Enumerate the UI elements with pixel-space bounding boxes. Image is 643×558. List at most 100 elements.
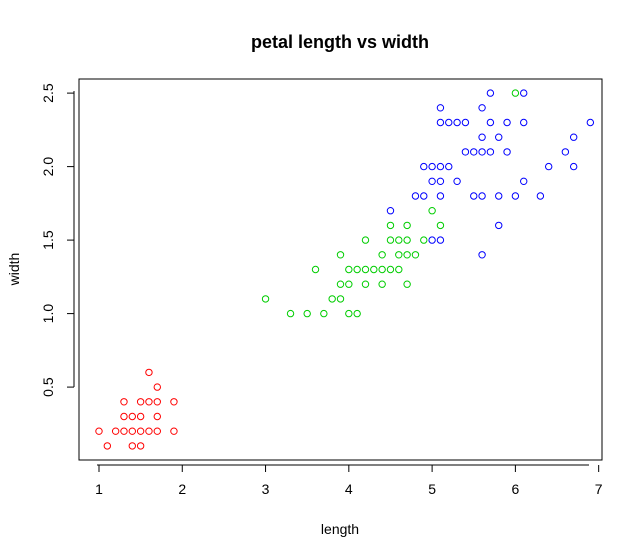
data-point [428,162,436,171]
data-point [478,192,486,200]
data-point [311,265,320,274]
data-point [411,251,420,259]
data-point [436,177,445,186]
x-tick-label: 4 [345,481,353,497]
data-point [345,280,353,288]
data-point [153,412,161,421]
data-point [136,442,145,450]
data-point [486,89,495,97]
data-point [445,162,453,171]
data-point [361,280,370,288]
data-point [545,162,553,171]
data-point [103,442,112,450]
data-point [478,104,486,112]
y-tick-label: 2.0 [40,157,56,177]
x-tick-label: 2 [178,481,186,497]
data-point [286,309,295,318]
y-tick-label: 1.5 [40,230,56,250]
chart-title: petal length vs width [251,32,429,52]
data-point [520,89,528,97]
data-point [420,236,428,244]
data-point [336,295,345,303]
data-point [586,118,595,127]
data-point [395,236,403,244]
data-point [486,148,495,156]
data-point [436,104,445,112]
data-point [445,118,453,127]
data-point [145,398,153,406]
data-point [403,251,411,259]
data-point [495,192,503,200]
data-point [361,236,370,244]
y-tick-label: 1.0 [40,304,56,324]
x-tick-label: 1 [95,481,103,497]
data-point [328,295,336,303]
data-point [420,162,428,171]
data-point [436,118,445,127]
data-point [370,265,378,274]
x-tick-label: 7 [595,481,603,497]
x-axis: 1 2 3 4 5 6 7 [95,464,603,497]
data-point [478,148,486,156]
data-point [395,265,403,274]
data-point [386,236,395,244]
data-point [495,221,503,230]
data-point [411,192,420,200]
data-point [120,427,128,435]
data-point [361,265,370,274]
data-point [353,265,361,274]
data-point [136,398,145,406]
data-point [511,89,520,97]
data-point [461,118,470,127]
data-point [153,398,161,406]
data-point [386,265,395,274]
data-point [478,133,486,141]
plot-frame [78,78,603,461]
data-point [495,133,503,141]
data-point [420,192,428,200]
data-point [569,133,578,141]
data-point [320,309,328,318]
data-point [403,236,411,244]
data-point [336,280,345,288]
data-point [386,207,395,215]
data-point [428,207,436,215]
data-point [470,192,478,200]
y-tick-label: 0.5 [40,377,56,397]
data-point [378,265,386,274]
data-point [428,177,436,186]
data-point [353,309,361,318]
data-point [128,427,136,435]
data-point [436,236,445,244]
data-point [386,221,395,230]
data-point [503,118,511,127]
data-point [153,383,161,391]
data-point [128,442,136,450]
data-point [486,118,495,127]
x-tick-label: 6 [511,481,519,497]
data-point [453,118,461,127]
data-point [145,427,153,435]
points-layer [95,89,595,450]
y-axis: 0.5 1.0 1.5 2.0 2.5 [40,83,75,397]
data-point [153,427,161,435]
data-point [436,162,445,171]
data-point [111,427,120,435]
y-tick-label: 2.5 [40,83,56,103]
data-point [136,412,145,421]
data-point [336,251,345,259]
x-tick-label: 3 [262,481,270,497]
data-point [128,412,136,421]
data-point [170,427,178,435]
data-point [136,427,145,435]
data-point [536,192,545,200]
data-point [470,148,478,156]
data-point [569,162,578,171]
data-point [345,309,353,318]
data-point [395,251,403,259]
data-point [461,148,470,156]
data-point [520,177,528,186]
data-point [436,192,445,200]
